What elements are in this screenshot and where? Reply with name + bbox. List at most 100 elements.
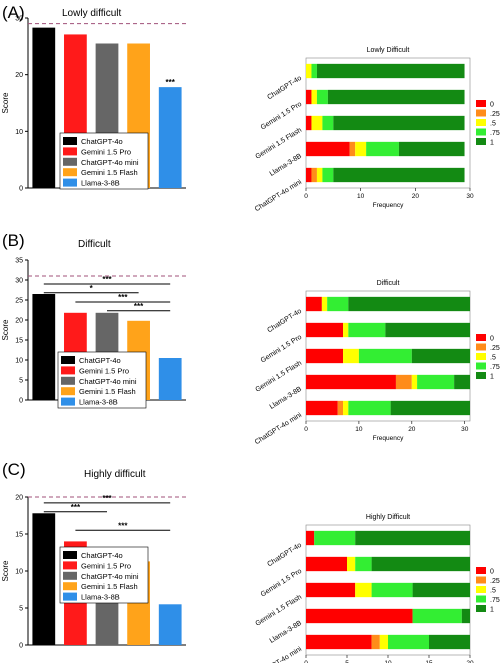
legend-swatch <box>61 387 75 396</box>
stacked-segment <box>461 608 470 624</box>
significance-label: *** <box>71 503 81 512</box>
stacked-legend-swatch <box>476 372 486 379</box>
x-tick-label: 20 <box>408 426 416 433</box>
x-tick-label: 0 <box>304 426 308 433</box>
y-tick-label: 20 <box>15 72 23 79</box>
stacked-segment <box>306 167 312 183</box>
stacked-segment <box>371 556 470 572</box>
legend-swatch <box>63 551 77 559</box>
x-tick-label: 0 <box>304 193 308 200</box>
legend-label: ChatGPT-4o mini <box>79 377 137 386</box>
stacked-legend-label: .5 <box>490 121 496 128</box>
stacked-category-label: ChatGPT-4o mini <box>254 412 304 447</box>
y-tick-label: 5 <box>19 378 23 385</box>
stacked-segment <box>385 322 470 338</box>
stacked-segment <box>411 374 418 390</box>
stacked-segment <box>316 167 323 183</box>
stacked-legend-label: .25 <box>490 345 500 352</box>
stacked-segment <box>306 348 344 364</box>
bar-llama-3-8b <box>158 87 182 188</box>
significance-label: *** <box>102 494 112 503</box>
stacked-category-label: ChatGPT-4o <box>266 308 303 335</box>
stacked-segment <box>311 89 317 105</box>
stacked-legend-label: .75 <box>490 597 500 604</box>
legend-swatch <box>63 157 77 166</box>
legend-label: Gemini 1.5 Pro <box>81 147 131 156</box>
stacked-category-label: Gemini 1.5 Pro <box>260 334 303 365</box>
stacked-legend-label: 1 <box>490 374 494 381</box>
stacked-category-label: Llama-3-8B <box>269 620 304 645</box>
legend-swatch <box>61 376 75 385</box>
stacked-legend-label: 1 <box>490 140 494 147</box>
y-axis-label: Score <box>1 92 10 113</box>
stacked-segment <box>398 141 465 157</box>
stacked-segment <box>337 400 344 416</box>
stacked-legend-label: .25 <box>490 578 500 585</box>
stacked-segment <box>348 400 391 416</box>
legend-swatch <box>63 147 77 156</box>
bar-chart-title: Highly difficult <box>84 469 146 480</box>
stacked-segment <box>371 582 413 598</box>
stacked-legend-swatch <box>476 334 486 341</box>
significance-label: *** <box>118 521 128 530</box>
stacked-legend-swatch <box>476 605 486 612</box>
stacked-segment <box>306 296 322 312</box>
stacked-segment <box>395 374 412 390</box>
stacked-segment <box>355 556 372 572</box>
y-tick-label: 35 <box>15 258 23 265</box>
legend-swatch <box>61 397 75 406</box>
stacked-category-label: ChatGPT-4o mini <box>254 646 304 663</box>
stacked-legend-label: 0 <box>490 569 494 576</box>
y-tick-label: 20 <box>15 495 23 502</box>
stacked-legend-label: .5 <box>490 588 496 595</box>
stacked-legend-label: 0 <box>490 102 494 109</box>
x-tick-label: 20 <box>466 660 474 663</box>
y-tick-label: 30 <box>15 278 23 285</box>
x-tick-label: 10 <box>357 193 365 200</box>
stacked-category-label: ChatGPT-4o <box>266 75 303 102</box>
stacked-legend-swatch <box>476 353 486 360</box>
stacked-segment <box>388 634 429 650</box>
stacked-segment <box>311 167 317 183</box>
stacked-chart-title: Difficult <box>377 280 400 287</box>
stacked-legend-label: 1 <box>490 607 494 614</box>
stacked-legend-label: .75 <box>490 364 500 371</box>
bar-llama-3-8b <box>158 604 182 645</box>
stacked-segment <box>347 556 356 572</box>
stacked-legend-label: .5 <box>490 355 496 362</box>
legend-label: Gemini 1.5 Flash <box>81 168 138 177</box>
stacked-segment <box>343 348 359 364</box>
legend-label: Gemini 1.5 Flash <box>79 387 136 396</box>
stacked-segment <box>322 115 334 131</box>
y-tick-label: 0 <box>19 186 23 193</box>
stacked-segment <box>343 400 349 416</box>
stacked-segment <box>322 167 334 183</box>
stacked-segment <box>311 115 323 131</box>
stacked-category-label: Gemini 1.5 Pro <box>260 101 303 132</box>
legend-swatch <box>63 178 77 187</box>
x-tick-label: 10 <box>355 426 363 433</box>
significance-label: *** <box>118 293 128 302</box>
stacked-segment <box>306 608 413 624</box>
stacked-segment <box>306 530 315 546</box>
stacked-segment <box>306 63 312 79</box>
stacked-segment <box>411 348 470 364</box>
panel-label: (A) <box>2 3 25 22</box>
stacked-legend-swatch <box>476 109 486 117</box>
legend-swatch <box>63 168 77 177</box>
stacked-chart-title: Highly Difficult <box>366 514 410 521</box>
y-tick-label: 15 <box>15 532 23 539</box>
stacked-legend-label: .25 <box>490 111 500 118</box>
y-tick-label: 10 <box>15 129 23 136</box>
stacked-segment <box>343 322 349 338</box>
legend-label: Llama-3-8B <box>81 593 120 602</box>
y-tick-label: 30 <box>15 16 23 23</box>
legend-label: Llama-3-8B <box>79 398 118 407</box>
stacked-segment <box>306 400 338 416</box>
stacked-category-label: ChatGPT-4o <box>266 542 303 569</box>
legend-label: ChatGPT-4o <box>81 551 123 560</box>
stacked-segment <box>316 63 465 79</box>
y-tick-label: 20 <box>15 318 23 325</box>
stacked-segment <box>327 89 465 105</box>
